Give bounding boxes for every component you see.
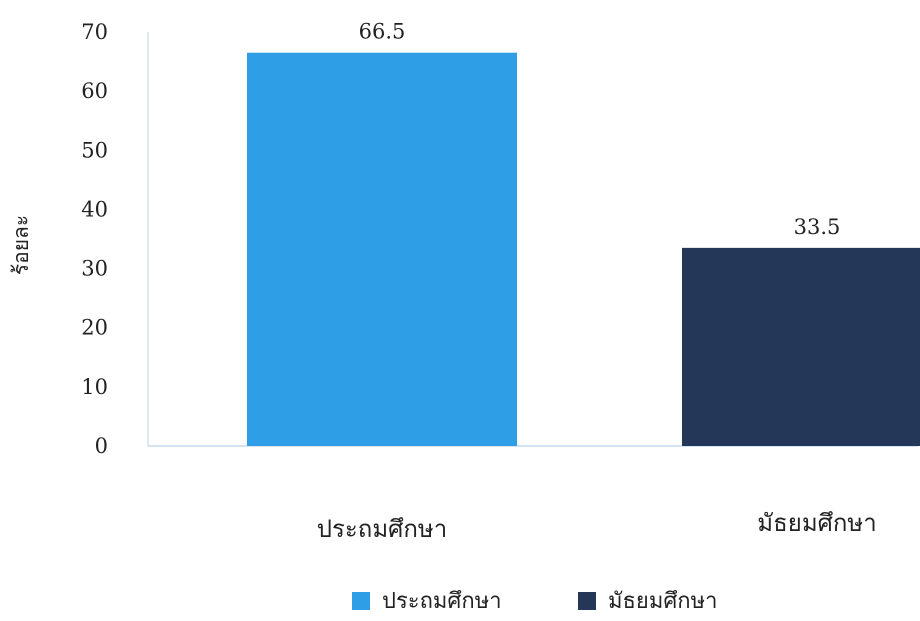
y-tick-label-50: 50 (81, 138, 108, 162)
y-tick-label-10: 10 (81, 375, 108, 399)
bar-2 (682, 247, 920, 446)
y-tick-label-20: 20 (81, 316, 108, 340)
data-label-2: 33.5 (794, 215, 841, 239)
y-tick-label-30: 30 (81, 257, 108, 281)
bar-1 (247, 52, 517, 446)
y-tick-label-60: 60 (81, 79, 108, 103)
category-label-2: มัธยมศึกษา (757, 509, 876, 537)
legend-label-1: ประถมศึกษา (382, 589, 502, 614)
legend-swatch-2 (578, 592, 596, 610)
legend-label-2: มัธยมศึกษา (608, 589, 717, 614)
y-tick-label-0: 0 (95, 434, 108, 458)
y-tick-label-70: 70 (81, 20, 108, 44)
legend-swatch-1 (352, 592, 370, 610)
data-label-1: 66.5 (359, 20, 406, 44)
y-axis-ticks: 0 10 20 30 40 50 60 70 (81, 20, 108, 458)
legend: ประถมศึกษา มัธยมศึกษา (352, 589, 717, 614)
data-labels: 66.5 33.5 (359, 20, 841, 239)
y-axis-title: ร้อยละ (9, 215, 33, 275)
y-tick-label-40: 40 (81, 197, 108, 221)
category-label-1: ประถมศึกษา (317, 515, 447, 543)
bars (247, 52, 920, 446)
category-labels: ประถมศึกษา มัธยมศึกษา (317, 509, 877, 543)
